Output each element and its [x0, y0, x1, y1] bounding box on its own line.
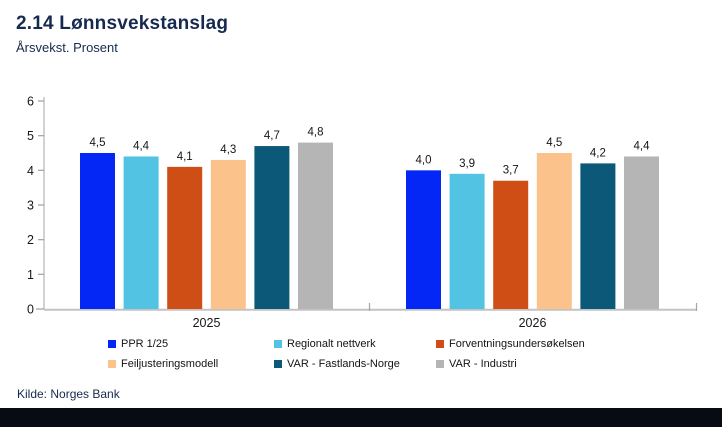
bar-value-label: 4,0 — [416, 154, 432, 166]
footer-bar — [0, 408, 722, 427]
legend-marker — [274, 340, 282, 348]
legend-item: VAR - Industri — [436, 358, 585, 370]
bar-value-label: 4,2 — [590, 147, 606, 159]
bar-value-label: 4,5 — [90, 137, 106, 149]
chart-subtitle: Årsvekst. Prosent — [16, 40, 118, 55]
legend-item: Feiljusteringsmodell — [108, 358, 274, 370]
bar — [80, 153, 115, 309]
bar-chart: 0 1 2 3 4 5 6 4,5 4,4 4,1 4,3 4,7 4,8 2025 4,0 3,9 3,7 4,… — [27, 95, 698, 330]
legend-marker — [274, 360, 282, 368]
bar-value-label: 3,9 — [459, 158, 475, 170]
bar — [298, 142, 333, 309]
legend-label: Regionalt nettverk — [287, 338, 376, 350]
legend-label: PPR 1/25 — [121, 338, 169, 350]
bar — [210, 159, 246, 309]
bar — [254, 146, 290, 309]
chart-legend: PPR 1/25 Regionalt nettverk Forventningsun… — [108, 338, 585, 370]
legend-marker — [436, 360, 444, 368]
bar-value-label: 3,7 — [503, 165, 519, 177]
bar — [406, 170, 441, 309]
bar — [624, 156, 659, 309]
legend-item: PPR 1/25 — [108, 338, 274, 350]
legend-marker — [108, 340, 116, 348]
source-text: Kilde: Norges Bank — [17, 387, 120, 401]
x-category-label: 2026 — [519, 316, 547, 330]
y-tick-label: 3 — [27, 199, 34, 213]
bar-value-label: 4,8 — [308, 127, 324, 139]
bar — [123, 156, 159, 309]
y-tick-label: 6 — [27, 95, 34, 109]
legend-marker — [436, 340, 444, 348]
legend-label: VAR - Fastlands-Norge — [287, 358, 400, 370]
bar — [493, 180, 529, 309]
legend-item: Forventningsundersøkelsen — [436, 338, 585, 350]
bar — [167, 166, 203, 309]
x-category-label: 2025 — [193, 316, 221, 330]
y-tick-label: 4 — [27, 164, 34, 178]
bar-value-label: 4,3 — [220, 144, 236, 156]
bar-value-label: 4,4 — [634, 140, 651, 152]
bar — [580, 163, 616, 309]
bar-value-label: 4,7 — [264, 130, 280, 142]
bar — [449, 173, 485, 309]
legend-marker — [108, 360, 116, 368]
y-tick-label: 5 — [27, 129, 34, 143]
bar — [536, 153, 572, 309]
legend-label: VAR - Industri — [449, 358, 517, 370]
y-tick-label: 1 — [27, 268, 34, 282]
bar-value-label: 4,4 — [133, 140, 150, 152]
chart-header: 2.14 Lønnsvekstanslag Årsvekst. Prosent — [16, 13, 228, 55]
legend-label: Forventningsundersøkelsen — [449, 338, 585, 350]
bar-value-label: 4,1 — [177, 151, 193, 163]
y-tick-label: 0 — [27, 303, 34, 317]
y-tick-label: 2 — [27, 233, 34, 247]
chart-title: 2.14 Lønnsvekstanslag — [16, 13, 229, 34]
legend-item: Regionalt nettverk — [274, 338, 436, 350]
legend-item: VAR - Fastlands-Norge — [274, 358, 436, 370]
legend-label: Feiljusteringsmodell — [121, 358, 219, 370]
bar-value-label: 4,5 — [546, 137, 562, 149]
